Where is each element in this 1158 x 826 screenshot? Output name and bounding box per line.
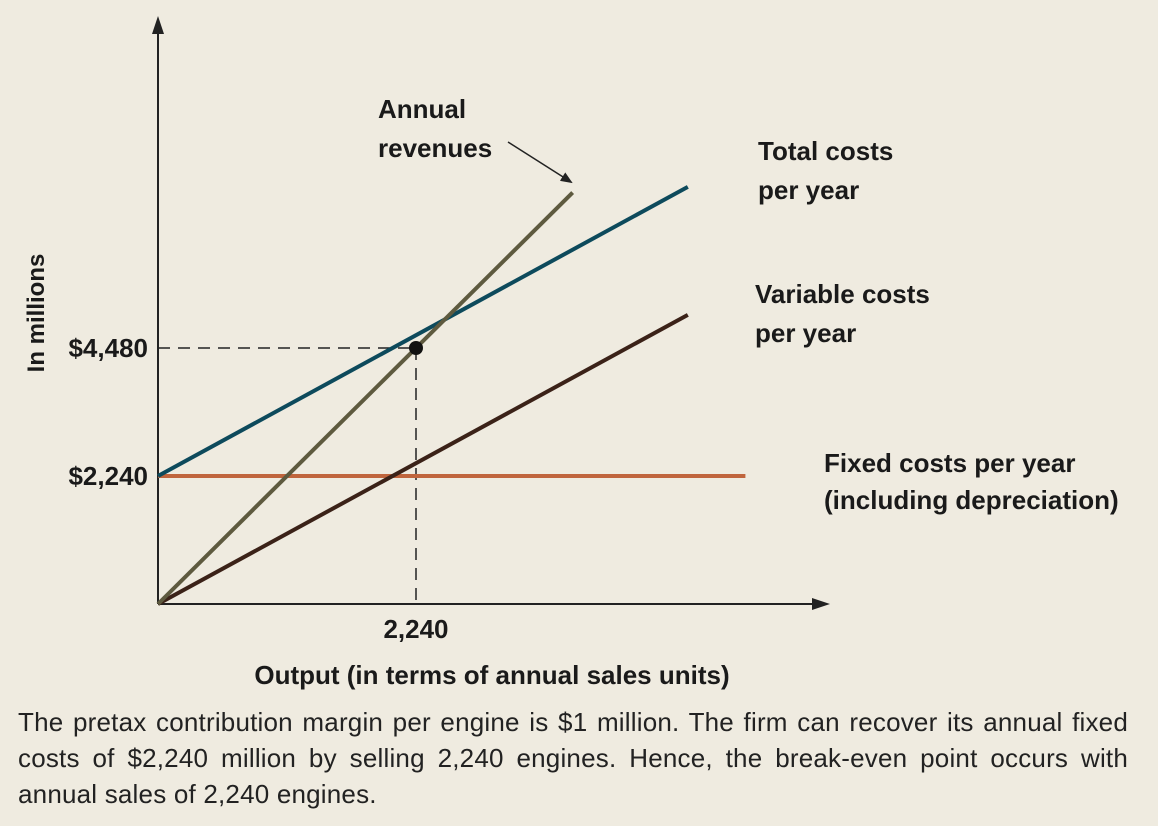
- break-even-chart: $4,480 $2,240 2,240 Output (in terms of …: [23, 16, 1119, 690]
- y-tick-label: $4,480: [68, 333, 148, 363]
- annual-revenues-label: Annual revenues: [378, 94, 492, 163]
- total-costs-label: Total costs per year: [758, 136, 901, 205]
- annual-revenues-pointer: [507, 141, 573, 184]
- total-costs-line: [157, 185, 689, 478]
- y-axis-arrow: [152, 16, 164, 34]
- variable-costs-label: Variable costs per year: [755, 279, 937, 348]
- x-tick-label: 2,240: [383, 614, 448, 644]
- fixed-costs-label: Fixed costs per year (including deprecia…: [824, 448, 1119, 515]
- x-axis-label: Output (in terms of annual sales units): [254, 660, 729, 690]
- x-axis-arrow: [812, 598, 830, 610]
- y-axis-label: In millions: [23, 254, 50, 373]
- break-even-point: [409, 341, 423, 355]
- annual-revenues-line: [156, 191, 575, 606]
- figure-caption: The pretax contribution margin per engin…: [18, 707, 1128, 809]
- y-tick-label: $2,240: [68, 461, 148, 491]
- variable-costs-line: [157, 313, 689, 606]
